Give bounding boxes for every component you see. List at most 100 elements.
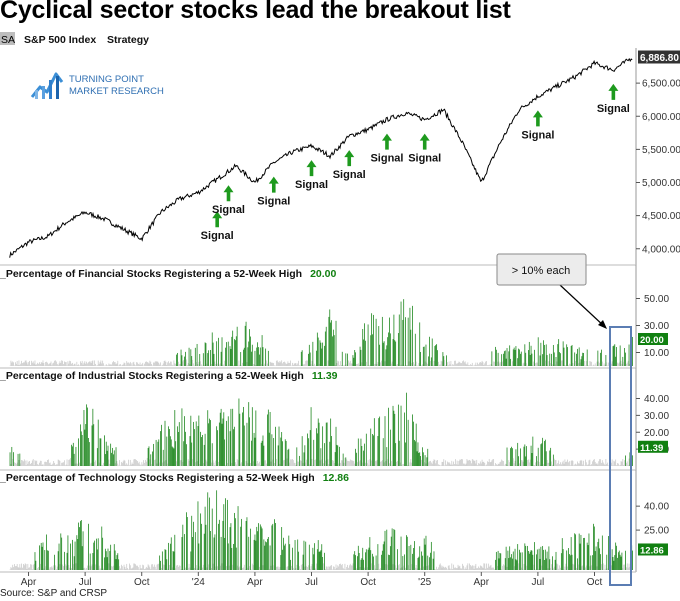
- data-bar: [257, 461, 259, 466]
- data-bar: [490, 461, 492, 466]
- data-bar: [22, 567, 23, 570]
- last-value-tag-bg: [638, 440, 668, 453]
- data-bar: [278, 362, 280, 366]
- data-bar: [149, 360, 151, 366]
- data-bar: [170, 537, 172, 570]
- data-bar: [380, 362, 381, 366]
- data-bar: [283, 362, 284, 366]
- data-bar: [519, 549, 520, 570]
- data-bar: [231, 547, 233, 570]
- data-bar: [277, 566, 279, 570]
- data-bar: [526, 565, 527, 570]
- data-bar: [337, 565, 339, 570]
- data-bar: [446, 461, 448, 466]
- data-bar: [115, 447, 117, 466]
- data-bar: [262, 435, 264, 466]
- data-bar: [305, 541, 307, 570]
- data-bar: [195, 565, 197, 570]
- data-bar: [376, 459, 378, 466]
- data-bar: [471, 566, 472, 570]
- data-bar: [595, 546, 597, 570]
- data-bar: [389, 463, 390, 466]
- data-bar: [479, 567, 480, 570]
- data-bar: [569, 465, 571, 466]
- data-bar: [294, 540, 296, 570]
- data-bar: [474, 565, 476, 570]
- data-bar: [384, 530, 386, 570]
- data-bar: [324, 331, 326, 366]
- data-bar: [278, 426, 280, 466]
- data-bar: [510, 448, 511, 466]
- data-bar: [152, 451, 153, 466]
- data-bar: [621, 461, 623, 466]
- data-bar: [490, 564, 492, 570]
- data-bar: [583, 537, 584, 570]
- data-bar: [84, 567, 86, 570]
- signal-up-arrow-icon: [344, 150, 355, 167]
- data-bar: [112, 362, 113, 366]
- data-bar: [235, 462, 236, 466]
- data-bar: [501, 568, 503, 570]
- data-bar: [126, 463, 128, 466]
- data-bar: [88, 523, 89, 570]
- data-bar: [23, 461, 24, 466]
- data-bar: [357, 556, 358, 570]
- data-bar: [283, 545, 285, 570]
- data-bar: [119, 364, 120, 366]
- data-bar: [262, 565, 264, 570]
- data-bar: [269, 545, 271, 570]
- data-bar: [433, 360, 435, 366]
- data-bar: [511, 558, 513, 570]
- data-bar: [234, 339, 235, 366]
- data-bar: [403, 299, 405, 366]
- x-tick-label: '25: [418, 577, 431, 588]
- data-bar: [219, 363, 221, 366]
- data-bar: [402, 463, 404, 466]
- data-bar: [281, 527, 283, 570]
- data-bar: [243, 567, 244, 570]
- data-bar: [169, 429, 170, 466]
- data-bar: [156, 564, 158, 570]
- data-bar: [544, 441, 545, 466]
- data-bar: [554, 559, 556, 570]
- data-bar: [538, 548, 540, 570]
- signal-label: Signal: [201, 230, 234, 242]
- data-bar: [133, 361, 135, 366]
- data-bar: [147, 448, 149, 466]
- data-bar: [284, 362, 286, 366]
- data-bar: [436, 344, 438, 366]
- data-bar: [507, 550, 509, 570]
- data-bar: [81, 434, 83, 466]
- data-bar: [24, 360, 26, 366]
- data-bar: [511, 446, 512, 466]
- data-bar: [392, 564, 394, 570]
- data-bar: [616, 465, 617, 466]
- data-bar: [32, 564, 34, 570]
- data-bar: [438, 364, 440, 366]
- data-bar: [513, 566, 515, 570]
- data-bar: [528, 462, 530, 466]
- data-bar: [318, 551, 320, 570]
- data-bar: [63, 361, 65, 366]
- data-bar: [85, 424, 87, 466]
- data-bar: [455, 568, 457, 570]
- data-bar: [553, 566, 555, 570]
- data-bar: [397, 460, 398, 466]
- data-bar: [456, 363, 458, 366]
- data-bar: [496, 465, 498, 466]
- data-bar: [267, 350, 269, 366]
- data-bar: [580, 459, 582, 466]
- data-bar: [600, 459, 601, 466]
- data-bar: [504, 350, 506, 366]
- data-bar: [422, 452, 424, 466]
- data-bar: [223, 504, 225, 570]
- data-bar: [333, 566, 335, 570]
- data-bar: [331, 565, 332, 570]
- data-bar: [357, 438, 359, 466]
- data-bar: [596, 463, 598, 466]
- data-bar: [514, 460, 516, 466]
- data-bar: [459, 362, 461, 366]
- data-bar: [107, 548, 109, 570]
- data-bar: [128, 569, 129, 570]
- data-bar: [108, 459, 110, 466]
